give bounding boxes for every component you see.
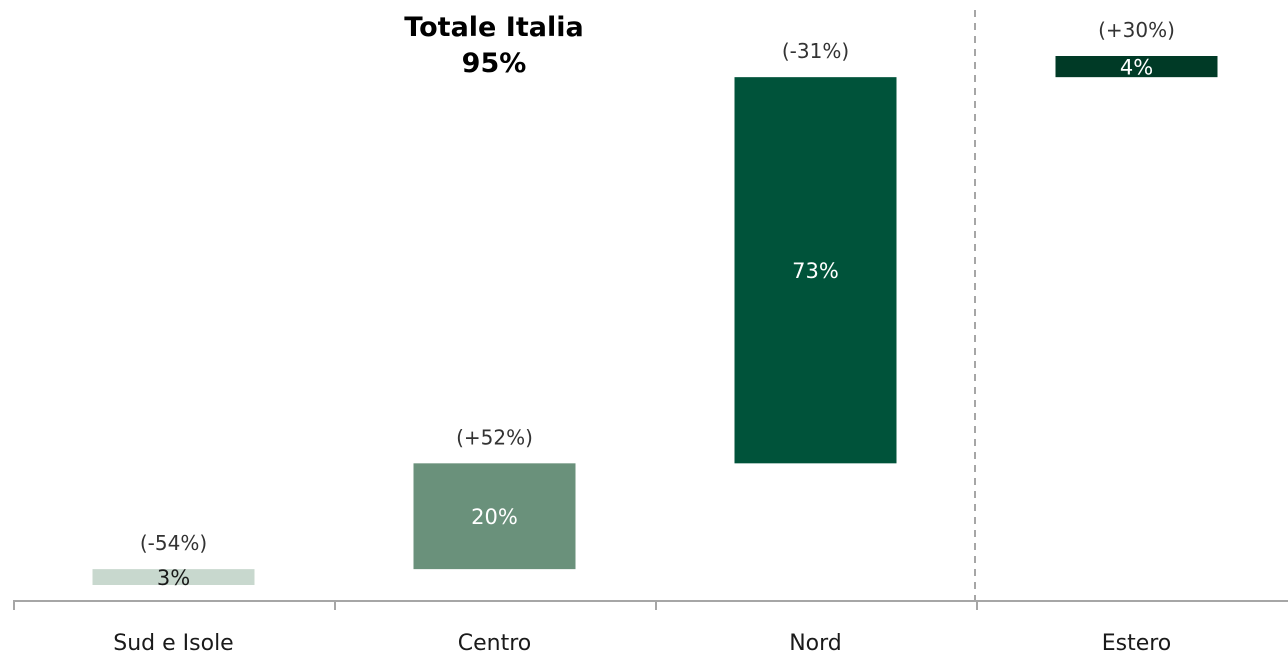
x-axis-ticks <box>13 601 978 610</box>
change-label-nord: (-31%) <box>782 39 849 63</box>
change-label-centro: (+52%) <box>456 425 533 449</box>
value-label-nord: 73% <box>792 259 839 283</box>
value-label-centro: 20% <box>471 505 518 529</box>
category-label-sud-e-isole: Sud e Isole <box>113 631 233 654</box>
total-title: Totale Italia <box>404 12 583 43</box>
change-label-estero: (+30%) <box>1098 18 1175 42</box>
bar-nord <box>734 77 897 464</box>
value-label-estero: 4% <box>1120 56 1153 80</box>
change-label-sud-e-isole: (-54%) <box>140 531 207 555</box>
x-axis-labels: Sud e Isole Centro Nord Estero <box>113 631 1171 654</box>
value-label-sud-e-isole: 3% <box>157 566 190 590</box>
bars-group <box>92 56 1218 585</box>
total-value: 95% <box>462 48 527 79</box>
bar-estero <box>1055 56 1218 78</box>
category-label-estero: Estero <box>1102 631 1172 654</box>
category-label-centro: Centro <box>458 631 532 654</box>
bar-sud-e-isole <box>92 569 255 585</box>
bar-centro <box>413 463 576 570</box>
category-label-nord: Nord <box>789 631 842 654</box>
labels-group: 3% (-54%) 20% (+52%) 73% (-31%) 4% (+30%) <box>140 18 1175 590</box>
